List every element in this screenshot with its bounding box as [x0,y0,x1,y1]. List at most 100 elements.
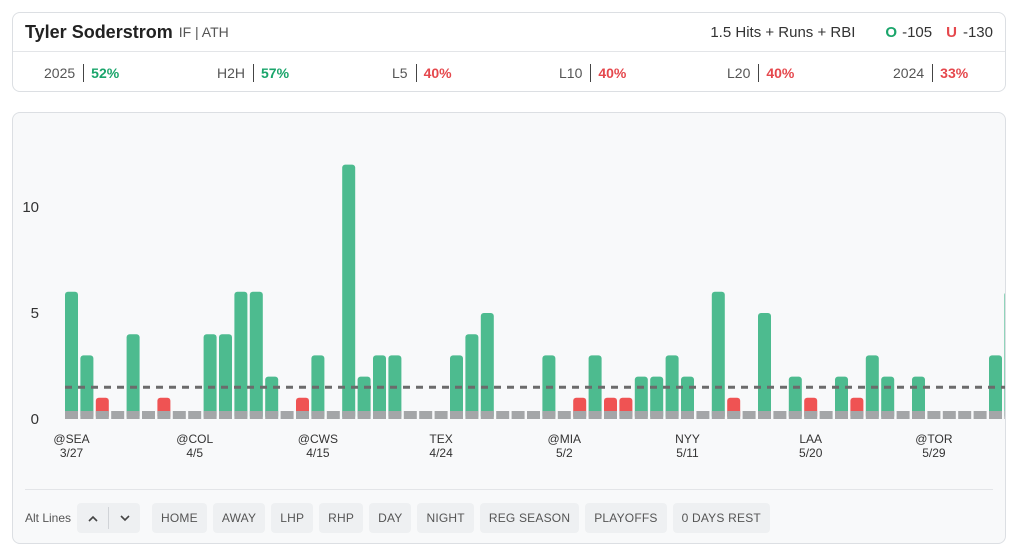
bar-base [342,411,356,419]
stat-2024[interactable]: 2024 33% [893,53,968,92]
x-tick-date: 5/29 [922,446,946,460]
y-tick-label: 10 [22,199,39,216]
alt-line-up-button[interactable] [77,503,108,533]
bar-zero [172,411,186,419]
filter-reg-season-button[interactable]: REG SEASON [479,503,580,533]
bar-base [388,411,402,419]
bar-base [265,411,279,419]
bar-base [865,411,879,419]
bar-base [727,411,741,419]
stat-value: 40% [766,64,795,81]
filter-away-button[interactable]: AWAY [212,503,266,533]
x-tick-date: 5/20 [799,446,823,460]
bar-over [465,334,479,419]
over-odds-value: -105 [902,23,933,41]
bar-zero [142,411,155,419]
over-letter: O [885,23,898,41]
bar-over [588,355,602,419]
bar-base [480,411,494,419]
filter-day-button[interactable]: DAY [369,503,412,533]
stat-l5[interactable]: L5 40% [392,53,452,92]
bar-base [681,411,694,419]
hit-rate-stats-row: 2025 52% H2H 57% L5 40% L10 40% L20 40% 2024 3… [13,53,1005,92]
over-odds[interactable]: O -105 [885,24,932,41]
bar-base [542,411,556,419]
bar-zero [958,411,972,419]
bar-base [912,411,925,419]
chevron-up-icon [87,515,98,522]
under-letter: U [946,23,957,41]
bar-base [850,411,864,419]
bar-base [588,411,602,419]
bar-over [758,313,771,419]
bar-over [80,355,94,419]
bar-base [234,411,248,419]
alt-lines-label: Alt Lines [25,511,72,525]
bar-over [989,355,1002,419]
bar-base [604,411,617,419]
bar-base [65,411,78,419]
prop-line-info: 1.5 Hits + Runs + RBI O -105 U -130 [710,24,993,41]
x-tick-team: @SEA [53,432,89,446]
filter-playoffs-button[interactable]: PLAYOFFS [585,503,667,533]
alt-line-down-button[interactable] [109,503,140,533]
stat-label: L20 [727,64,751,81]
x-tick-date: 4/5 [186,446,203,460]
stat-l10[interactable]: L10 40% [559,53,626,92]
stat-2025[interactable]: 2025 52% [44,53,119,92]
stat-value: 33% [940,64,969,81]
filter-home-button[interactable]: HOME [152,503,207,533]
bar-base [311,411,325,419]
stat-value: 52% [91,64,120,81]
bar-zero [819,411,833,419]
filters-divider [25,489,993,490]
under-odds[interactable]: U -130 [946,24,993,41]
bar-base [804,411,818,419]
bar-zero [188,411,202,419]
stat-value: 57% [261,64,290,81]
bar-zero [403,411,417,419]
bar-zero [527,411,540,419]
bar-base [465,411,479,419]
bar-zero [896,411,910,419]
bar-base [665,411,679,419]
bar-base [989,411,1002,419]
filter-rest-days-button[interactable]: 0 DAYS REST [672,503,770,533]
player-name: Tyler Soderstrom [25,21,173,42]
bar-base [835,411,848,419]
bar-zero [496,411,510,419]
bar-over [711,291,725,419]
bar-base [219,411,232,419]
stat-label: L5 [392,64,408,81]
bar-over [234,291,248,419]
filter-lhp-button[interactable]: LHP [271,503,314,533]
alt-lines-stepper [77,503,141,533]
stat-h2h[interactable]: H2H 57% [217,53,289,92]
bar-base [203,411,217,419]
x-tick-date: 5/11 [676,446,699,460]
bar-over [65,291,78,419]
bar-base [619,411,633,419]
prop-header-card: Tyler Soderstrom IF | ATH 1.5 Hits + Run… [12,12,1006,92]
filter-rhp-button[interactable]: RHP [319,503,364,533]
stat-l20[interactable]: L20 40% [727,53,794,92]
y-tick-label: 0 [31,411,39,428]
filter-night-button[interactable]: NIGHT [417,503,474,533]
bar-base [1004,411,1005,419]
bar-base [758,411,771,419]
bar-zero [773,411,787,419]
stat-label: H2H [217,64,246,81]
bar-base [373,411,386,419]
x-tick-team: @CWS [298,432,338,446]
x-tick-date: 5/2 [556,446,573,460]
bar-zero [742,411,756,419]
stat-label: 2025 [44,64,76,81]
x-tick-team: @COL [176,432,213,446]
bar-over [665,355,679,419]
bar-base [573,411,587,419]
bar-zero [557,411,571,419]
bar-zero [419,411,433,419]
bar-base [634,411,648,419]
x-tick-team: @MIA [548,432,582,446]
bar-zero [280,411,294,419]
